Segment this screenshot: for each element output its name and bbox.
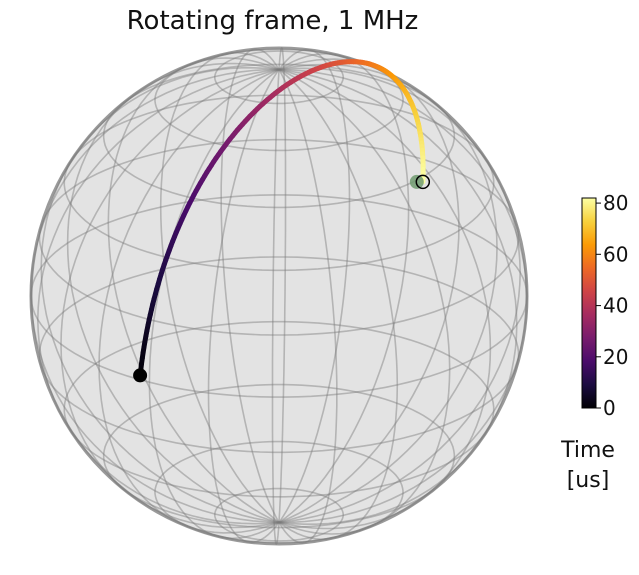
end-point-outline <box>415 174 431 190</box>
colorbar-tick-label: 80 <box>603 191 628 215</box>
colorbar-tick-label: 20 <box>603 345 628 369</box>
longitude-line <box>220 48 338 544</box>
latitude-line <box>154 440 404 544</box>
longitude-line <box>207 48 351 544</box>
latitude-line <box>38 256 520 454</box>
colorbar-label: Time [us] <box>561 438 615 493</box>
colorbar-tick-label: 0 <box>603 396 616 420</box>
longitude-line <box>30 68 528 524</box>
longitude-line <box>66 62 492 530</box>
colorbar-tick-label: 60 <box>603 242 628 266</box>
sphere-body <box>29 46 529 546</box>
latitude-line <box>63 94 495 272</box>
longitude-line <box>107 57 451 535</box>
longitude-line <box>271 46 287 546</box>
colorbar-bar <box>581 197 597 409</box>
latitude-line <box>214 487 344 542</box>
latitude-line <box>63 320 495 498</box>
bloch-sphere <box>29 46 529 546</box>
colorbar: 0 20 40 60 80 <box>581 191 628 420</box>
longitude-line <box>36 67 522 525</box>
longitude-line <box>159 51 399 541</box>
latitude-line <box>102 63 456 209</box>
latitude-line <box>38 138 520 336</box>
longitude-line <box>60 63 498 529</box>
start-point-marker <box>133 368 148 383</box>
longitude-line <box>98 58 460 534</box>
chart-title: Rotating frame, 1 MHz <box>126 6 419 36</box>
latitude-line <box>102 383 456 529</box>
longitude-line <box>40 67 518 525</box>
colorbar-tick-label: 40 <box>603 294 628 318</box>
latitude-line <box>30 194 528 398</box>
